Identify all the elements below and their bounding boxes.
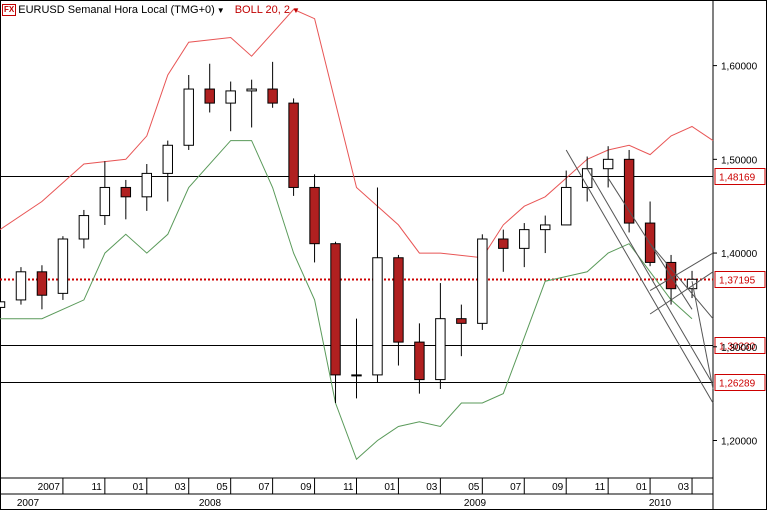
bollinger-upper-band bbox=[0, 8, 714, 259]
month-tick-label: 05 bbox=[217, 482, 229, 493]
trend-line bbox=[649, 252, 714, 291]
candle-body bbox=[686, 278, 698, 290]
year-label: 2009 bbox=[464, 498, 487, 509]
month-tick-label: 11 bbox=[343, 482, 354, 493]
month-tick-label: 05 bbox=[468, 482, 480, 493]
bollinger-bands bbox=[0, 8, 714, 461]
candle-body bbox=[15, 271, 27, 301]
candle-body bbox=[246, 88, 257, 92]
trend-line bbox=[565, 149, 714, 404]
trend-lines bbox=[565, 149, 714, 404]
chevron-down-icon[interactable]: ▼ bbox=[216, 5, 225, 15]
month-tick-label: 09 bbox=[552, 482, 564, 493]
axes: 1,60000 1,50000 1,40000 1,30000 1,20000 2007 1… bbox=[17, 62, 758, 509]
candles bbox=[0, 61, 698, 404]
candle-body bbox=[498, 238, 509, 249]
candle-body bbox=[162, 144, 173, 174]
level-tag: 1,30230 bbox=[719, 342, 756, 353]
candle-body bbox=[36, 271, 48, 296]
month-tick-label: 09 bbox=[300, 482, 312, 493]
price-tick-label: 1,60000 bbox=[721, 62, 758, 73]
candle-body bbox=[560, 186, 572, 226]
year-label: 2010 bbox=[649, 498, 672, 509]
candle-body bbox=[309, 186, 320, 245]
candle-body bbox=[204, 88, 215, 104]
indicator-label[interactable]: BOLL 20, 2 bbox=[234, 4, 290, 16]
candle-body bbox=[581, 168, 593, 188]
candle-body bbox=[225, 90, 236, 104]
level-tag: 1,48169 bbox=[719, 173, 756, 184]
trend-line bbox=[649, 271, 714, 315]
candle-body bbox=[351, 374, 362, 377]
month-tick-label: 01 bbox=[636, 482, 648, 493]
candle-body bbox=[477, 238, 488, 324]
level-tag-box bbox=[714, 374, 766, 391]
candle-body bbox=[57, 238, 69, 294]
candle-body bbox=[602, 158, 614, 170]
candle-body bbox=[393, 257, 404, 343]
candle-body bbox=[183, 88, 194, 146]
month-tick-label: 01 bbox=[384, 482, 396, 493]
candle-body bbox=[141, 172, 153, 198]
candle-body bbox=[372, 257, 383, 376]
candle-body bbox=[78, 215, 90, 240]
trend-line bbox=[649, 243, 714, 319]
month-tick-label: 03 bbox=[175, 482, 187, 493]
candle-body bbox=[330, 243, 341, 376]
candle-body bbox=[0, 301, 6, 308]
level-tag-box bbox=[714, 337, 766, 354]
candle-body bbox=[519, 229, 530, 249]
level-tag: 1,26289 bbox=[719, 379, 756, 390]
trend-line bbox=[586, 168, 714, 385]
candle-body bbox=[540, 224, 551, 231]
month-tick-label: 07 bbox=[258, 482, 270, 493]
candle-body bbox=[267, 88, 278, 104]
chart-header: FX EURUSD Semanal Hora Local (TMG+0) ▼ B… bbox=[2, 2, 300, 18]
current-price-tag-box bbox=[714, 271, 766, 288]
current-price-tag: 1,37195 bbox=[719, 276, 756, 287]
candle-body bbox=[120, 186, 132, 198]
month-tick-label: 01 bbox=[133, 482, 145, 493]
year-label: 2007 bbox=[17, 498, 40, 509]
price-tick-label: 1,50000 bbox=[721, 155, 758, 166]
month-tick-label: 11 bbox=[595, 482, 606, 493]
candle-body bbox=[414, 341, 425, 381]
level-tag-box bbox=[714, 168, 766, 185]
indicator-chevron-down-icon[interactable]: ▼ bbox=[291, 5, 300, 15]
chart-title: EURUSD Semanal Hora Local (TMG+0) bbox=[18, 4, 215, 16]
month-tick-label: 07 bbox=[510, 482, 522, 493]
candle-body bbox=[456, 318, 467, 324]
candle-body bbox=[623, 158, 635, 224]
price-tick-label: 1,20000 bbox=[721, 437, 758, 448]
trend-line bbox=[691, 281, 714, 390]
month-tick-label: 03 bbox=[678, 482, 690, 493]
fx-icon: FX bbox=[2, 4, 17, 16]
month-tick-label: 2007 bbox=[38, 482, 61, 493]
month-tick-label: 03 bbox=[426, 482, 438, 493]
candle-body bbox=[644, 222, 656, 263]
year-label: 2008 bbox=[199, 498, 222, 509]
bollinger-lower-band bbox=[0, 140, 693, 461]
candle-body bbox=[435, 318, 446, 381]
month-tick-label: 11 bbox=[91, 482, 102, 493]
candle-body bbox=[99, 186, 111, 217]
price-tick-label: 1,40000 bbox=[721, 249, 758, 260]
price-tick-label: 1,30000 bbox=[721, 343, 758, 354]
candle-body bbox=[288, 102, 299, 188]
